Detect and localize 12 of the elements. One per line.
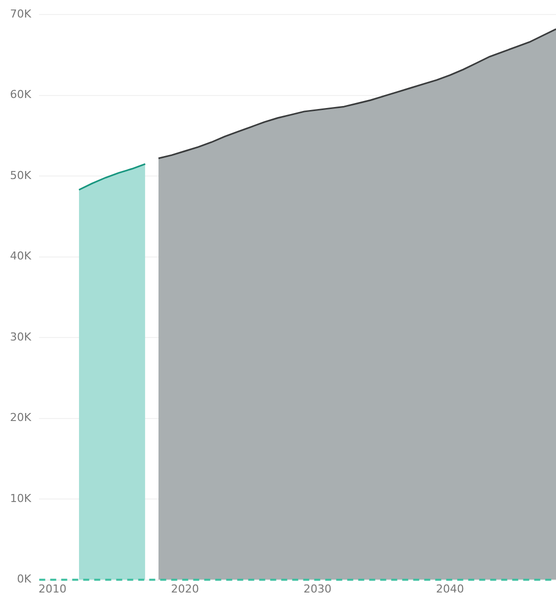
x-tick-label: 2010 — [38, 582, 66, 596]
x-tick-label: 2030 — [303, 582, 332, 596]
y-tick-label: 60K — [10, 88, 32, 102]
y-tick-label: 70K — [10, 7, 32, 20]
y-tick-label: 30K — [10, 330, 32, 344]
x-tick-label: 2020 — [170, 582, 199, 596]
y-tick-label: 20K — [10, 411, 32, 424]
x-tick-label: 2040 — [436, 582, 464, 596]
y-tick-label: 0K — [16, 572, 32, 586]
y-tick-label: 40K — [10, 250, 32, 263]
y-tick-label: 10K — [10, 492, 32, 505]
y-tick-label: 50K — [10, 168, 32, 182]
